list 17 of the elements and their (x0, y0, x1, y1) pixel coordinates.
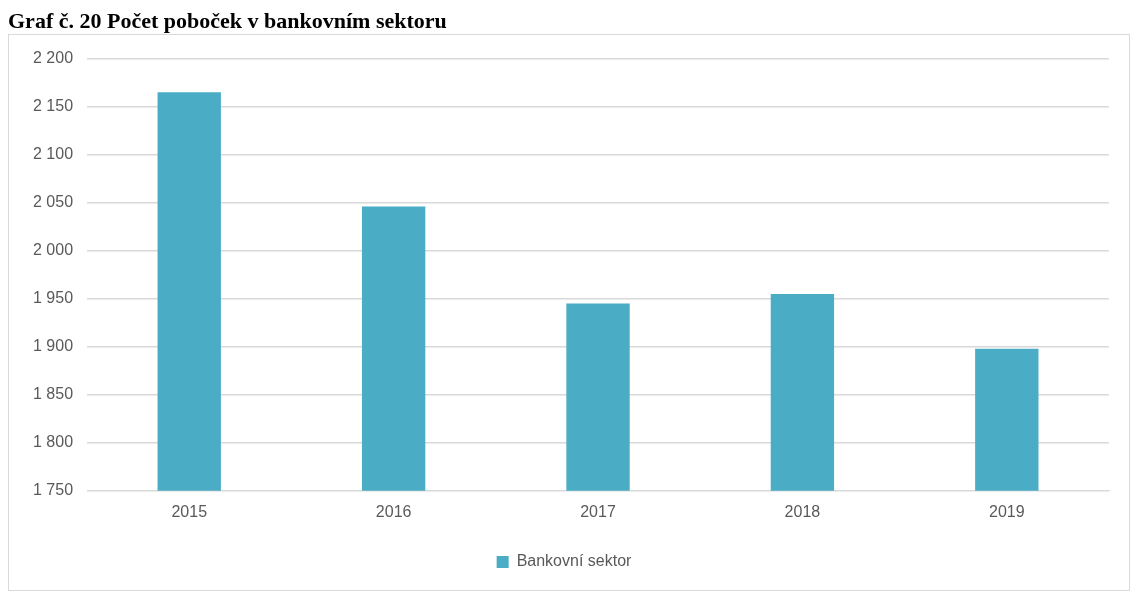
y-tick-label: 2 150 (32, 97, 74, 115)
y-tick-label: 2 000 (32, 241, 74, 259)
x-tick-label: 2018 (784, 502, 821, 520)
y-tick-label: 1 800 (32, 433, 74, 451)
y-tick-label: 1 950 (32, 289, 74, 307)
x-tick-label: 2016 (375, 502, 412, 520)
y-tick-label: 1 850 (32, 385, 74, 403)
chart-title: Graf č. 20 Počet poboček v bankovním sektoru (8, 8, 448, 34)
y-tick-label: 2 200 (32, 49, 74, 67)
y-tick-label: 2 050 (32, 193, 74, 211)
legend-label: Bankovní sektor (516, 552, 633, 570)
y-tick-label: 1 900 (32, 337, 74, 355)
y-tick-label: 1 750 (32, 481, 74, 499)
x-tick-label: 2019 (989, 502, 1025, 520)
x-tick-label: 2015 (171, 502, 208, 520)
y-tick-label: 2 100 (32, 145, 74, 163)
x-tick-label: 2017 (580, 502, 616, 520)
